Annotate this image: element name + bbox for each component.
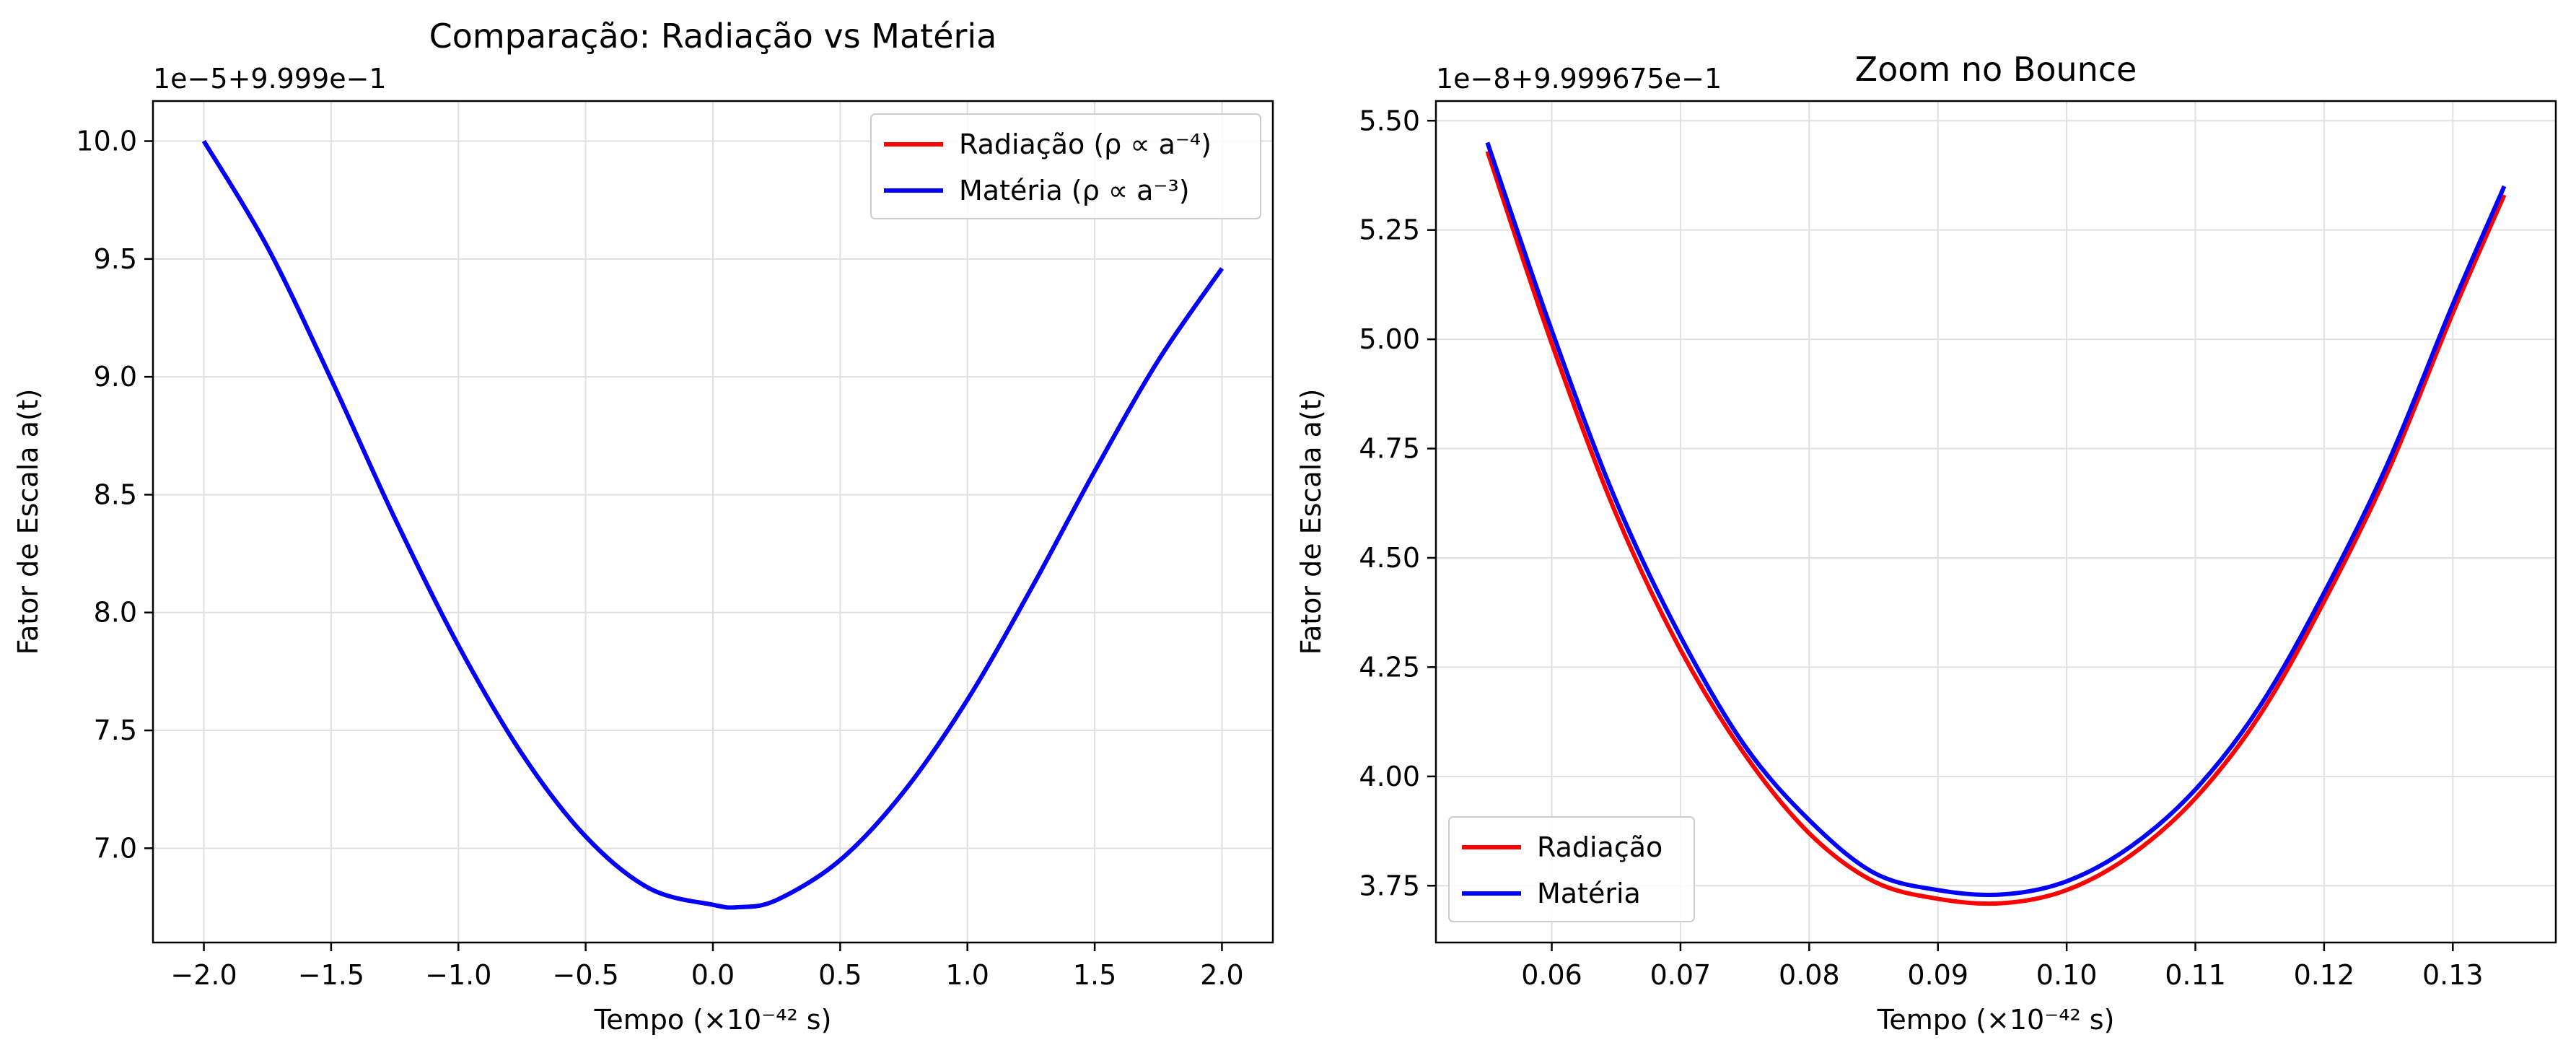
series-line-materia bbox=[1485, 141, 2507, 898]
x-tick-label: −0.5 bbox=[552, 959, 618, 991]
legend-label-materia: Matéria bbox=[1537, 878, 1641, 909]
y-offset-label: 1e−5+9.999e−1 bbox=[153, 63, 387, 95]
x-axis-ticks: −2.0 −1.5 −1.0 −0.5 0.0 0.5 1.0 1.5 2.0 bbox=[170, 943, 1244, 991]
y-tick-label: 5.25 bbox=[1359, 214, 1420, 246]
plot-frame bbox=[1434, 100, 2557, 944]
y-tick-label: 5.50 bbox=[1359, 105, 1420, 136]
x-axis-label: Tempo (×10⁻⁴² s) bbox=[1877, 1004, 2115, 1036]
chart-title: Zoom no Bounce bbox=[1855, 50, 2137, 89]
y-tick-label: 8.5 bbox=[94, 478, 137, 510]
curves bbox=[1485, 141, 2507, 906]
y-tick-label: 7.5 bbox=[94, 714, 137, 746]
legend-label-materia: Matéria (ρ ∝ a⁻³) bbox=[959, 175, 1190, 206]
chart-title: Comparação: Radiação vs Matéria bbox=[429, 17, 997, 56]
legend-label-radiacao: Radiação bbox=[1537, 831, 1662, 863]
x-tick-label: 0.13 bbox=[2422, 959, 2484, 991]
grid bbox=[1436, 101, 2556, 943]
legend: Radiação (ρ ∝ a⁻⁴) Matéria (ρ ∝ a⁻³) bbox=[870, 113, 1261, 219]
x-tick-label: −2.0 bbox=[170, 959, 237, 991]
legend-box bbox=[870, 113, 1261, 219]
x-tick-label: 2.0 bbox=[1200, 959, 1243, 991]
y-tick-label: 4.75 bbox=[1359, 433, 1420, 465]
chart-zoom-no-bounce: 0.06 0.07 0.08 0.09 0.10 0.11 0.12 0.13 3.75 4.0… bbox=[1295, 50, 2557, 1036]
y-offset-label: 1e−8+9.999675e−1 bbox=[1436, 63, 1722, 95]
x-tick-label: 0.12 bbox=[2294, 959, 2355, 991]
grid bbox=[153, 101, 1273, 943]
y-axis-ticks: 7.0 7.5 8.0 8.5 9.0 9.5 10.0 bbox=[76, 126, 153, 864]
y-tick-label: 7.0 bbox=[94, 832, 137, 864]
y-tick-label: 9.5 bbox=[94, 243, 137, 275]
chart-radiacao-vs-materia: −2.0 −1.5 −1.0 −0.5 0.0 0.5 1.0 1.5 2.0 7.0 7.5 8.… bbox=[12, 17, 1274, 1036]
y-axis-ticks: 3.75 4.00 4.25 4.50 4.75 5.00 5.25 5.50 bbox=[1359, 105, 1436, 901]
y-tick-label: 5.00 bbox=[1359, 323, 1420, 355]
x-tick-label: 1.5 bbox=[1073, 959, 1116, 991]
y-axis-label: Fator de Escala a(t) bbox=[1295, 389, 1327, 655]
y-tick-label: 4.00 bbox=[1359, 761, 1420, 792]
x-tick-label: 0.09 bbox=[1907, 959, 1968, 991]
x-tick-label: 0.07 bbox=[1650, 959, 1712, 991]
x-tick-label: −1.0 bbox=[425, 959, 491, 991]
legend-label-radiacao: Radiação (ρ ∝ a⁻⁴) bbox=[959, 128, 1212, 160]
y-tick-label: 3.75 bbox=[1359, 870, 1420, 901]
x-axis-ticks: 0.06 0.07 0.08 0.09 0.10 0.11 0.12 0.13 bbox=[1521, 943, 2484, 991]
series-line-materia bbox=[201, 139, 1224, 910]
y-tick-label: 4.25 bbox=[1359, 651, 1420, 683]
x-tick-label: 0.11 bbox=[2165, 959, 2226, 991]
curves bbox=[201, 139, 1224, 910]
legend: Radiação Matéria bbox=[1448, 816, 1695, 922]
x-axis-label: Tempo (×10⁻⁴² s) bbox=[594, 1004, 832, 1036]
y-tick-label: 4.50 bbox=[1359, 542, 1420, 574]
y-tick-label: 8.0 bbox=[94, 597, 137, 629]
x-tick-label: 0.10 bbox=[2036, 959, 2098, 991]
y-tick-label: 9.0 bbox=[94, 361, 137, 393]
y-axis-label: Fator de Escala a(t) bbox=[12, 389, 44, 655]
x-tick-label: 0.08 bbox=[1779, 959, 1840, 991]
x-tick-label: 0.0 bbox=[691, 959, 735, 991]
series-line-radiacao bbox=[1485, 150, 2507, 906]
y-tick-label: 10.0 bbox=[76, 126, 137, 157]
x-tick-label: 0.06 bbox=[1521, 959, 1582, 991]
x-tick-label: 0.5 bbox=[818, 959, 862, 991]
x-tick-label: 1.0 bbox=[946, 959, 989, 991]
x-tick-label: −1.5 bbox=[298, 959, 364, 991]
